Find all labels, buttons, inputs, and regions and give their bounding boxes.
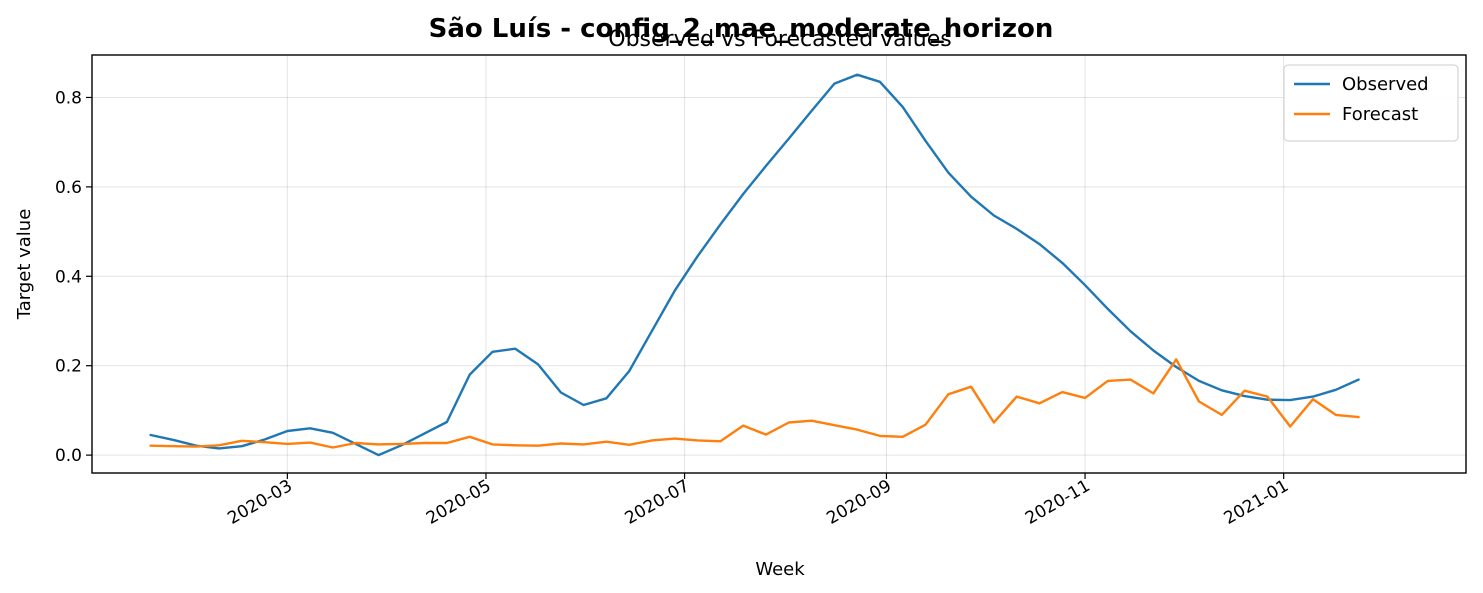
legend-label-observed: Observed [1342,74,1429,95]
y-tick-label: 0.4 [55,267,82,287]
y-tick-label: 0.6 [55,178,82,198]
plot-frame [91,54,1467,474]
y-tick-label: 0.2 [55,357,82,377]
grid-layer [92,55,1466,473]
x-tick-label: 2020-09 [823,476,895,529]
series-line-forecast [149,358,1360,449]
series-layer [149,73,1360,457]
x-tick-label: 2020-07 [622,476,694,529]
x-tick-label: 2020-11 [1022,476,1094,529]
x-axis-label: Week [755,559,805,580]
legend-label-forecast: Forecast [1342,104,1418,125]
legend: Observed Forecast [1283,64,1459,142]
x-tick-label: 2021-01 [1221,476,1293,529]
y-tick-label: 0.8 [55,88,82,108]
y-tick-label: 0.0 [55,446,82,466]
chart-title: São Luís - config_2_mae_moderate_horizon [429,14,1054,44]
chart-subtitle: Observed vs Forecasted values [608,27,951,52]
y-axis-label: Target value [14,209,35,321]
series-line-observed [149,73,1360,457]
x-tick-label: 2020-03 [224,476,296,529]
x-tick-label: 2020-05 [423,476,495,529]
